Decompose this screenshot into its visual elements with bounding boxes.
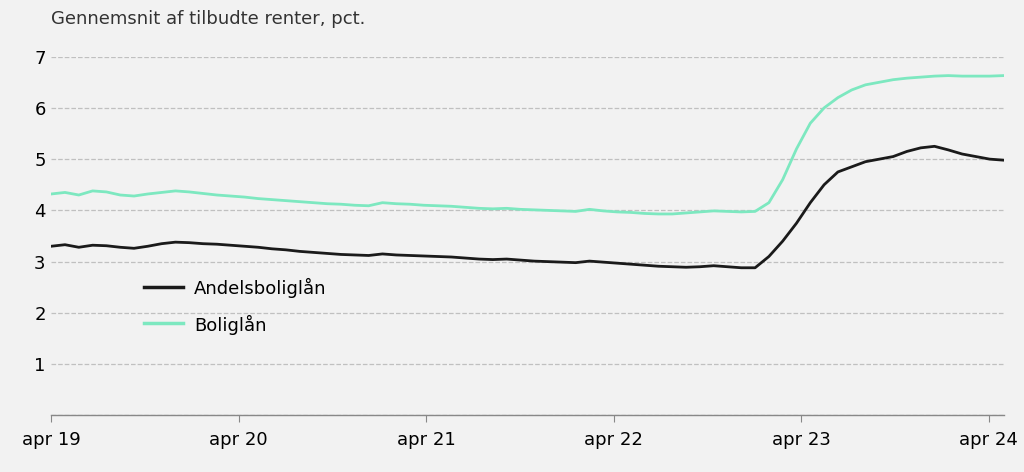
Andelsboliglån (445, 254, 458, 260)
Boliglån (942, 73, 954, 78)
Andelsboliglån (569, 260, 582, 265)
Boliglån (569, 209, 582, 214)
Andelsboliglån (266, 246, 279, 252)
Boliglån (997, 73, 1010, 78)
Boliglån (45, 191, 57, 197)
Andelsboliglån (45, 244, 57, 249)
Text: Gennemsnit af tilbudte renter, pct.: Gennemsnit af tilbudte renter, pct. (51, 10, 366, 28)
Line: Andelsboliglån: Andelsboliglån (51, 146, 1004, 268)
Boliglån (873, 79, 886, 85)
Andelsboliglån (873, 156, 886, 162)
Boliglån (266, 197, 279, 202)
Boliglån (652, 211, 665, 217)
Boliglån (335, 202, 347, 207)
Andelsboliglån (997, 157, 1010, 163)
Legend: Andelsboliglån, Boliglån: Andelsboliglån, Boliglån (136, 271, 334, 342)
Andelsboliglån (929, 143, 941, 149)
Boliglån (169, 188, 181, 194)
Line: Boliglån: Boliglån (51, 76, 1004, 214)
Andelsboliglån (335, 252, 347, 257)
Andelsboliglån (735, 265, 748, 270)
Andelsboliglån (169, 239, 181, 245)
Boliglån (445, 203, 458, 209)
